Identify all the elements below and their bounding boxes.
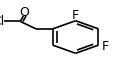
Text: F: F xyxy=(102,40,109,53)
Text: O: O xyxy=(19,6,29,19)
Text: Cl: Cl xyxy=(0,15,4,28)
Text: F: F xyxy=(72,9,79,22)
